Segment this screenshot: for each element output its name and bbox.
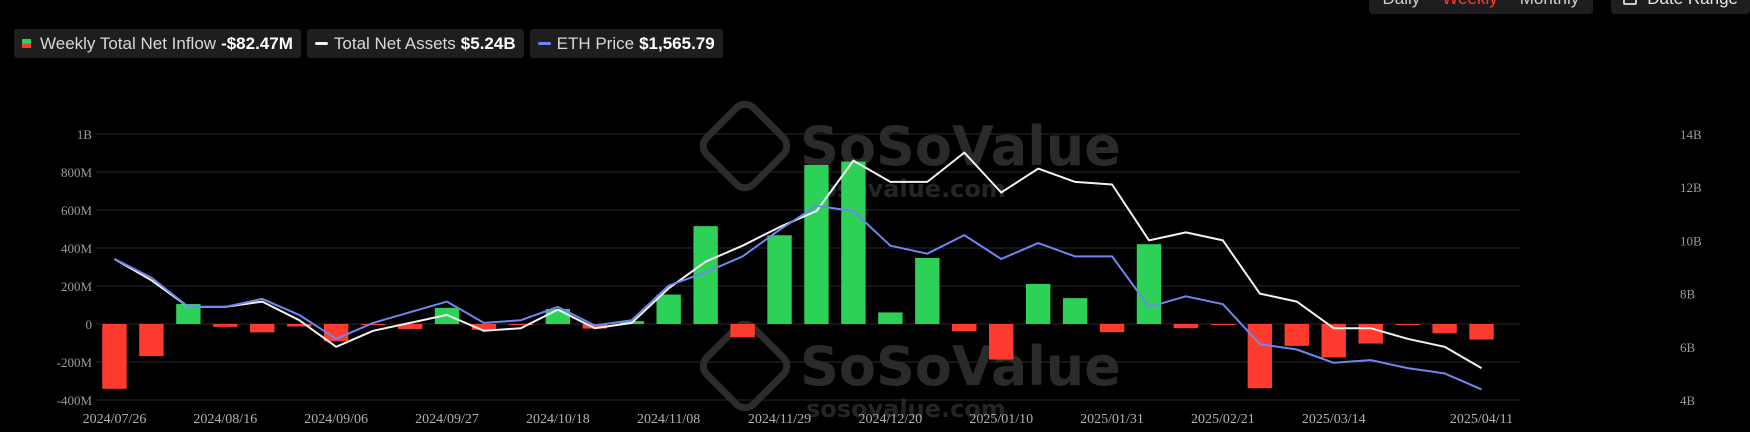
- inflow-bar: [1321, 324, 1346, 358]
- x-tick-label: 2025/02/21: [1191, 412, 1255, 427]
- assets-line: [114, 151, 1482, 369]
- inflow-bar: [1210, 324, 1236, 325]
- right-tick-label: 6B: [1680, 340, 1696, 355]
- inflow-bar: [989, 324, 1014, 360]
- series-lines: [114, 151, 1482, 391]
- x-tick-label: 2025/01/31: [1080, 412, 1144, 427]
- inflow-bar: [213, 324, 238, 327]
- interval-monthly[interactable]: Monthly: [1520, 0, 1580, 9]
- inflow-bar: [915, 257, 940, 324]
- inflow-bar: [1395, 324, 1420, 325]
- assets-value: $5.24B: [460, 33, 516, 53]
- assets-label: Total Net Assets: [333, 33, 456, 53]
- inflow-bars: [102, 161, 1494, 389]
- inflow-label: Weekly Total Net Inflow: [40, 33, 217, 53]
- inflow-bar: [176, 304, 201, 324]
- x-axis: 2024/07/26 2024/08/16 2024/09/06 2024/09/27…: [83, 412, 1514, 427]
- x-tick-label: 2025/04/11: [1450, 412, 1513, 427]
- inflow-bar: [102, 324, 127, 389]
- date-range-label: Date Range: [1647, 0, 1738, 9]
- legend: Weekly Total Net Inflow -$82.47M Total N…: [14, 29, 723, 58]
- inflow-bar: [1432, 324, 1457, 334]
- inflow-bar: [1284, 324, 1309, 346]
- x-tick-label: 2024/09/27: [415, 412, 479, 427]
- inflow-bar: [767, 235, 792, 324]
- x-tick-label: 2024/07/26: [83, 412, 147, 427]
- inflow-bar: [139, 324, 164, 357]
- calendar-icon: [1623, 0, 1638, 5]
- x-tick-label: 2024/09/06: [304, 412, 368, 427]
- left-tick-label: -400M: [57, 393, 93, 408]
- inflow-bar: [1469, 324, 1494, 340]
- inflow-bar: [397, 324, 423, 329]
- inflow-bar: [360, 324, 386, 325]
- inflow-bar: [730, 324, 755, 338]
- inflow-bar: [1136, 244, 1162, 324]
- legend-inflow[interactable]: Weekly Total Net Inflow -$82.47M: [14, 29, 301, 58]
- left-tick-label: -200M: [57, 355, 93, 370]
- eth-price-line: [114, 204, 1482, 391]
- eth-value: $1,565.79: [639, 33, 715, 53]
- inflow-bar: [471, 324, 497, 330]
- inflow-value: -$82.47M: [221, 33, 293, 53]
- inflow-swatch: [22, 39, 31, 48]
- x-tick-label: 2024/11/29: [748, 412, 811, 427]
- left-tick-label: 1B: [77, 127, 93, 142]
- x-tick-label: 2024/08/16: [193, 412, 257, 427]
- inflow-bar: [656, 294, 681, 324]
- x-tick-label: 2024/10/18: [526, 412, 590, 427]
- left-tick-label: 0: [86, 317, 93, 332]
- watermark-logo-icon: [699, 320, 791, 412]
- watermark-url: sosovalue.com: [806, 175, 1006, 203]
- chart-controls: Daily Weekly Monthly Date Range: [1368, 0, 1750, 14]
- eth-label: ETH Price: [556, 33, 635, 53]
- left-tick-label: 400M: [61, 241, 93, 256]
- right-axis: 4B 6B 8B 10B 12B 14B: [1680, 127, 1702, 408]
- assets-swatch: [314, 42, 328, 45]
- inflow-bar: [1173, 324, 1199, 329]
- inflow-bar: [250, 324, 275, 333]
- x-tick-label: 2024/12/20: [858, 412, 922, 427]
- interval-weekly[interactable]: Weekly: [1442, 0, 1497, 9]
- legend-eth[interactable]: ETH Price $1,565.79: [529, 29, 723, 58]
- right-tick-label: 10B: [1680, 233, 1702, 248]
- left-axis: -400M -200M 0 200M 400M 600M 800M 1B: [57, 127, 93, 408]
- x-tick-label: 2025/03/14: [1302, 412, 1366, 427]
- inflow-bar: [1358, 324, 1383, 344]
- left-tick-label: 800M: [61, 165, 93, 180]
- x-tick-label: 2025/01/10: [969, 412, 1033, 427]
- inflow-bar: [508, 324, 534, 325]
- right-tick-label: 8B: [1680, 287, 1696, 302]
- inflow-bar: [878, 312, 903, 324]
- left-tick-label: 600M: [61, 203, 93, 218]
- left-tick-label: 200M: [61, 279, 93, 294]
- right-tick-label: 4B: [1680, 393, 1696, 408]
- date-range-button[interactable]: Date Range: [1611, 0, 1750, 14]
- inflow-bar: [952, 324, 977, 332]
- interval-daily[interactable]: Daily: [1383, 0, 1421, 9]
- watermarks: SoSoValuesosovalue.comSoSoValuesosovalue…: [699, 100, 1121, 423]
- inflow-bar: [804, 164, 829, 324]
- inflow-bar: [1099, 324, 1125, 333]
- inflow-bar: [287, 324, 312, 327]
- watermark-logo-icon: [699, 100, 791, 192]
- inflow-bar: [1062, 298, 1088, 324]
- interval-selector: Daily Weekly Monthly: [1368, 0, 1594, 14]
- x-tick-label: 2024/11/08: [637, 412, 700, 427]
- inflow-bar: [841, 161, 866, 324]
- right-tick-label: 14B: [1680, 127, 1702, 142]
- watermark-brand: SoSoValue: [800, 335, 1121, 398]
- inflow-bar: [1025, 283, 1051, 324]
- right-tick-label: 12B: [1680, 180, 1702, 195]
- legend-assets[interactable]: Total Net Assets $5.24B: [306, 29, 524, 58]
- eth-swatch: [537, 42, 551, 45]
